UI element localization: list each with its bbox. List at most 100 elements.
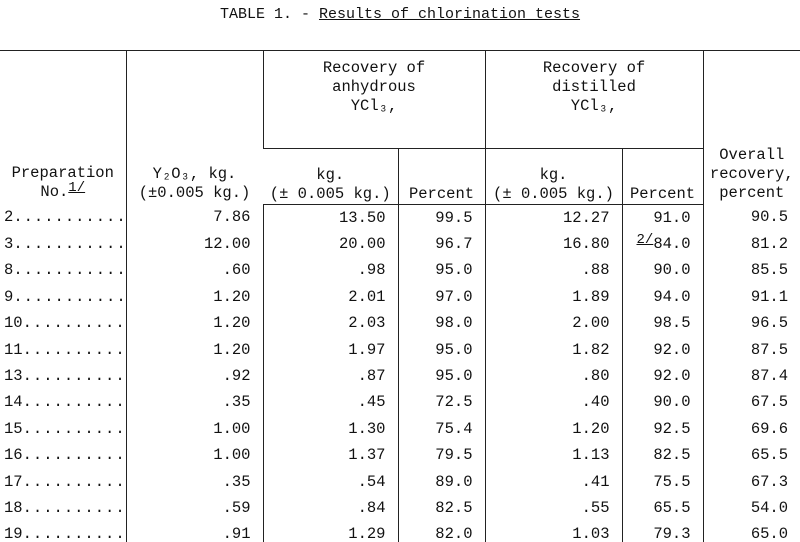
cell: 65.5 bbox=[702, 442, 800, 469]
cell: 92.0 bbox=[621, 363, 704, 390]
cell: 12.27 bbox=[484, 204, 623, 232]
cell: 82.0 bbox=[397, 521, 486, 542]
cell: 1.89 bbox=[484, 284, 623, 311]
cell: 95.0 bbox=[397, 257, 486, 285]
cell: 90.5 bbox=[702, 204, 800, 232]
table-body: 27.8613.5099.512.2791.090.5312.0020.0096… bbox=[0, 204, 800, 542]
col-header: Percent bbox=[621, 148, 704, 205]
table-caption: Results of chlorination tests bbox=[318, 6, 581, 23]
header-line: (± 0.005 kg.) bbox=[493, 185, 614, 203]
cell: 95.0 bbox=[397, 363, 486, 390]
cell: .59 bbox=[125, 495, 263, 522]
cell-text: 84.0 bbox=[653, 234, 691, 253]
cell: .45 bbox=[262, 389, 398, 417]
cell: 87.4 bbox=[702, 363, 800, 390]
header-line: Y₂O₃, kg. bbox=[152, 164, 237, 183]
cell: 54.0 bbox=[702, 495, 800, 522]
cell: 2.03 bbox=[262, 310, 398, 337]
header-line: recovery, bbox=[709, 164, 794, 183]
cell: 98.5 bbox=[621, 310, 704, 337]
header-line: YCl₃, bbox=[350, 97, 398, 115]
col-header: kg. (± 0.005 kg.) bbox=[484, 148, 623, 205]
cell: .91 bbox=[125, 521, 263, 542]
preparation-no: 14 bbox=[0, 390, 126, 416]
cell: 79.3 bbox=[621, 521, 704, 542]
col-header: Y₂O₃, kg. (±0.005 kg.) bbox=[125, 50, 263, 205]
cell: 2.00 bbox=[484, 310, 623, 337]
cell: 1.30 bbox=[262, 416, 398, 443]
header-line: YCl₃, bbox=[570, 97, 618, 115]
header-line: anhydrous bbox=[332, 78, 416, 96]
cell: 16.80 bbox=[484, 231, 623, 258]
cell: 1.29 bbox=[262, 521, 398, 542]
cell: 13.50 bbox=[262, 204, 398, 232]
cell: .84 bbox=[262, 495, 398, 522]
cell: 97.0 bbox=[397, 284, 486, 311]
cell: 96.7 bbox=[397, 231, 486, 258]
cell: 79.5 bbox=[397, 442, 486, 469]
cell: 90.0 bbox=[621, 257, 704, 285]
cell: .40 bbox=[484, 389, 623, 417]
cell: 12.00 bbox=[125, 231, 263, 258]
preparation-no: 13 bbox=[0, 363, 126, 389]
header-line: Recovery of bbox=[322, 59, 426, 77]
cell: .80 bbox=[484, 363, 623, 390]
cell: 94.0 bbox=[621, 284, 704, 311]
cell: .60 bbox=[125, 257, 263, 285]
cell: 96.5 bbox=[702, 310, 800, 337]
footnote-mark: 2/ bbox=[636, 231, 654, 248]
cell: 90.0 bbox=[621, 389, 704, 417]
cell: 92.5 bbox=[621, 416, 704, 443]
cell: 1.13 bbox=[484, 442, 623, 469]
header-line: (± 0.005 kg.) bbox=[269, 185, 391, 203]
cell: 2/84.0 bbox=[621, 231, 704, 258]
cell: .92 bbox=[125, 363, 263, 390]
header-line: kg. bbox=[539, 166, 568, 184]
preparation-no: 2 bbox=[0, 205, 126, 232]
cell: 69.6 bbox=[702, 416, 800, 443]
cell: 91.0 bbox=[621, 204, 704, 232]
cell: 1.20 bbox=[484, 416, 623, 443]
cell: 67.3 bbox=[702, 468, 800, 496]
cell: 65.5 bbox=[621, 495, 704, 522]
header-line: Recovery of bbox=[542, 59, 646, 77]
results-table: Preparation No.1/ Y₂O₃, kg. (±0.005 kg.) R… bbox=[0, 50, 800, 542]
header-line: percent bbox=[719, 183, 785, 202]
col-header: Overall recovery, percent bbox=[702, 50, 800, 205]
preparation-no: 11 bbox=[0, 337, 126, 363]
table-title: TABLE 1. - Results of chlorination tests bbox=[0, 6, 800, 23]
group-header: Recovery of anhydrous YCl₃, bbox=[262, 50, 486, 149]
header-line: Percent bbox=[629, 185, 696, 203]
header-line: kg. bbox=[316, 166, 345, 184]
cell: .88 bbox=[484, 257, 623, 285]
cell: 72.5 bbox=[397, 389, 486, 417]
preparation-no: 8 bbox=[0, 258, 126, 284]
cell: 1.03 bbox=[484, 521, 623, 542]
cell: 91.1 bbox=[702, 284, 800, 311]
preparation-no: 10 bbox=[0, 311, 126, 337]
cell: .54 bbox=[262, 468, 398, 496]
cell: 75.4 bbox=[397, 416, 486, 443]
cell: 1.20 bbox=[125, 336, 263, 364]
cell: .41 bbox=[484, 468, 623, 496]
header-line: distilled bbox=[552, 78, 636, 96]
cell: 7.86 bbox=[125, 204, 263, 232]
header-line: Overall bbox=[719, 145, 785, 164]
cell: 1.20 bbox=[125, 284, 263, 311]
cell: 85.5 bbox=[702, 257, 800, 285]
cell: .98 bbox=[262, 257, 398, 285]
header-line: (±0.005 kg.) bbox=[138, 183, 251, 202]
cell: .55 bbox=[484, 495, 623, 522]
cell: 81.2 bbox=[702, 231, 800, 258]
cell: 99.5 bbox=[397, 204, 486, 232]
cell: 1.97 bbox=[262, 336, 398, 364]
